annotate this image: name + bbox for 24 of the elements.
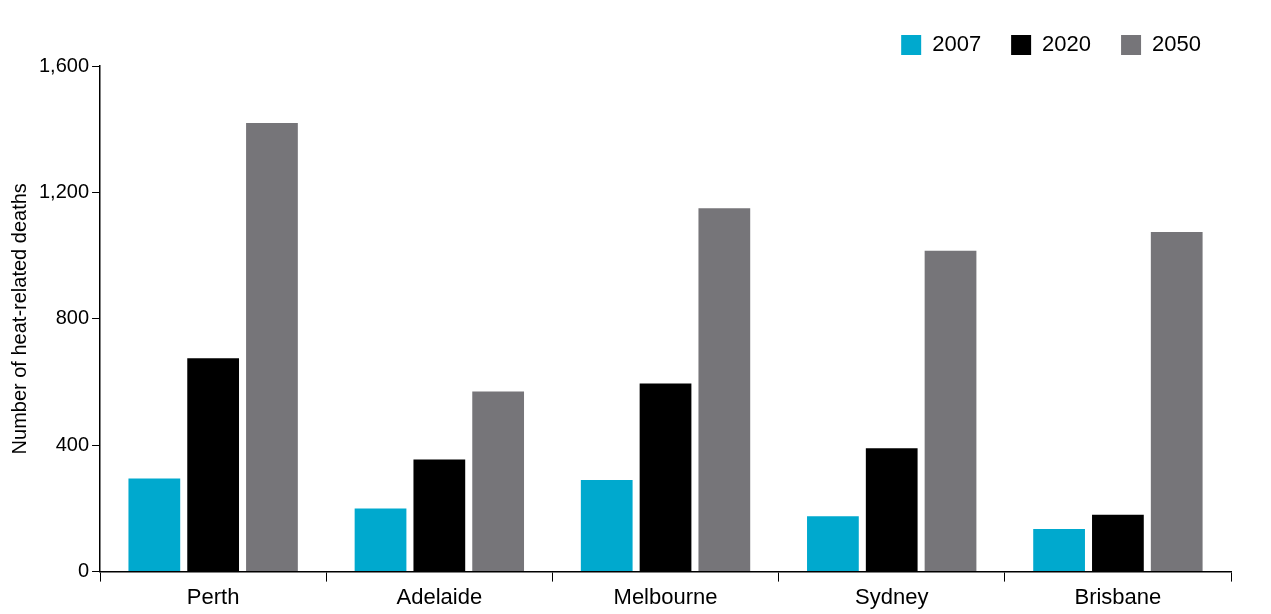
- bar: [1150, 231, 1203, 572]
- bar: [472, 391, 525, 572]
- bar: [580, 479, 633, 572]
- bar: [246, 122, 298, 572]
- bar: [807, 516, 859, 572]
- y-tick-label: 0: [77, 559, 90, 582]
- y-axis-title: Number of heat-related deaths: [7, 183, 30, 455]
- y-tick-label: 1,200: [38, 179, 90, 202]
- bar: [128, 478, 181, 572]
- x-tick-label: Perth: [186, 583, 240, 609]
- y-tick-label: 1,600: [38, 53, 90, 76]
- x-tick-label: Sydney: [855, 583, 929, 609]
- y-tick-label: 400: [55, 432, 90, 455]
- legend-label: 2050: [1152, 31, 1202, 57]
- x-tick-label: Adelaide: [396, 583, 483, 609]
- x-tick-label: Brisbane: [1074, 583, 1162, 609]
- bar: [924, 250, 977, 572]
- legend-label: 2007: [932, 31, 982, 57]
- legend-label: 2020: [1042, 31, 1092, 57]
- x-tick-label: Melbourne: [613, 583, 718, 609]
- y-tick-label: 800: [55, 306, 90, 329]
- bar: [1033, 528, 1085, 572]
- bar: [698, 208, 751, 572]
- bar: [354, 508, 407, 572]
